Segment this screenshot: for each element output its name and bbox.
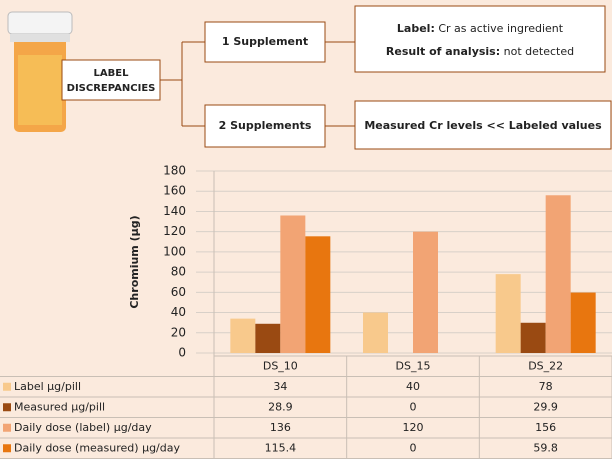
legend-swatch <box>3 403 11 411</box>
bar <box>413 232 438 353</box>
y-tick-label: 120 <box>163 224 186 238</box>
bar <box>255 324 280 353</box>
x-tick-label: DS_10 <box>263 359 298 372</box>
bar <box>546 195 571 353</box>
detail-key: Label: <box>397 22 435 35</box>
table-value: 120 <box>403 421 424 434</box>
legend-swatch <box>3 444 11 452</box>
detail-key: Result of analysis: <box>386 45 500 58</box>
table-value: 59.8 <box>533 441 558 454</box>
chart: 0 20 40 60 80 100 120 140 160 180 DS_10 34 28.9 136 11… <box>0 164 612 459</box>
table-value: 28.9 <box>268 400 293 413</box>
detail-line: Result of analysis: not detected <box>386 45 574 58</box>
table-value: 0 <box>410 400 417 413</box>
table-value: 34 <box>273 380 287 393</box>
bar <box>521 323 546 353</box>
root-box <box>62 60 160 100</box>
legend-swatch <box>3 424 11 432</box>
bar <box>305 236 330 353</box>
legend-label: Label µg/pill <box>14 380 81 393</box>
y-tick-label: 160 <box>163 184 186 198</box>
x-tick-label: DS_15 <box>396 359 431 372</box>
y-tick-label: 0 <box>178 346 186 360</box>
branch-label: 2 Supplements <box>219 119 312 132</box>
table-value: 115.4 <box>265 441 297 454</box>
detail-box <box>355 6 605 72</box>
table-value: 29.9 <box>533 400 558 413</box>
bar <box>280 215 305 353</box>
bar <box>363 313 388 353</box>
table-value: 78 <box>539 380 553 393</box>
y-tick-label: 80 <box>171 265 186 279</box>
table-value: 40 <box>406 380 420 393</box>
detail-line: Label: Cr as active ingredient <box>397 22 564 35</box>
legend-swatch <box>3 383 11 391</box>
bar <box>496 274 521 353</box>
detail-text: Measured Cr levels << Labeled values <box>364 119 602 132</box>
y-tick-label: 100 <box>163 244 186 258</box>
y-tick-label: 20 <box>171 325 186 339</box>
y-tick-label: 180 <box>163 164 186 178</box>
table-value: 136 <box>270 421 291 434</box>
page: LABELDISCREPANCIES 1 Supplement 2 Supple… <box>0 0 612 459</box>
table-value: 156 <box>535 421 556 434</box>
y-axis-title: Chromium (µg) <box>128 215 141 308</box>
detail-text: Cr as active ingredient <box>438 22 563 35</box>
x-tick-label: DS_22 <box>528 359 563 372</box>
legend-label: Daily dose (measured) µg/day <box>14 441 180 454</box>
detail-text: not detected <box>504 45 574 58</box>
legend-label: Daily dose (label) µg/day <box>14 421 152 434</box>
branch-label: 1 Supplement <box>222 35 308 48</box>
y-tick-label: 40 <box>171 305 186 319</box>
table-value: 0 <box>410 441 417 454</box>
bar <box>571 293 596 353</box>
y-tick-label: 60 <box>171 285 186 299</box>
legend-label: Measured µg/pill <box>14 400 105 413</box>
bar <box>230 319 255 353</box>
y-tick-label: 140 <box>163 204 186 218</box>
